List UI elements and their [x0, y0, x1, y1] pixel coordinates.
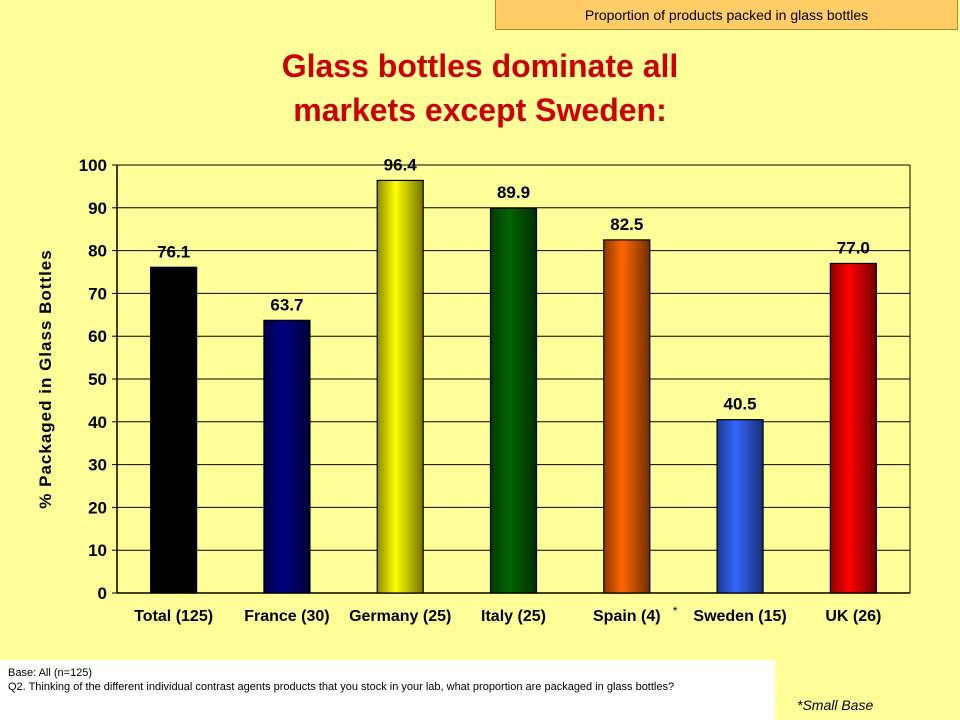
y-axis-title: % Packaged in Glass Bottles	[36, 249, 55, 508]
y-tick-label: 100	[79, 156, 107, 175]
bar-value-label: 77.0	[837, 238, 870, 257]
small-base-marker: *	[673, 604, 678, 618]
page-title: Glass bottles dominate all markets excep…	[0, 44, 960, 132]
footnote-question: Q2. Thinking of the different individual…	[8, 681, 675, 693]
title-line-1: Glass bottles dominate all	[281, 48, 679, 84]
section-tag: Proportion of products packed in glass b…	[495, 0, 958, 30]
y-tick-label: 60	[88, 327, 107, 346]
bar-value-label: 63.7	[270, 295, 303, 314]
footnote: Base: All (n=125) Q2. Thinking of the di…	[0, 660, 775, 720]
footnote-base: Base: All (n=125)	[8, 667, 93, 679]
bar	[489, 207, 538, 594]
bar-value-label: 40.5	[724, 395, 757, 414]
y-tick-label: 50	[88, 370, 107, 389]
bar-chart: 0 10 20 30 40 50 60 70 80 90 100 % Packaged in Glas…	[36, 155, 911, 625]
y-tick-label: 80	[88, 242, 107, 261]
bar	[829, 262, 877, 594]
section-tag-label: Proportion of products packed in glass b…	[584, 6, 869, 23]
y-tick-label: 70	[88, 284, 107, 303]
bar	[716, 419, 764, 594]
y-tick-label: 0	[98, 584, 107, 603]
y-tick-label: 90	[88, 199, 107, 218]
y-tick-label: 10	[88, 541, 107, 560]
title-line-2: markets except Sweden:	[293, 92, 667, 128]
small-base-note: *Small Base	[797, 697, 874, 713]
x-tick-label: Total (125)	[134, 608, 213, 625]
x-tick-label: UK (26)	[825, 608, 881, 625]
bar-value-label: 82.5	[610, 215, 643, 234]
bar	[603, 239, 651, 594]
x-tick-label: Italy (25)	[481, 608, 546, 625]
y-tick-label: 30	[88, 456, 107, 475]
bar-value-label: 89.9	[497, 183, 530, 202]
bar-value-label: 96.4	[384, 155, 418, 174]
bar	[263, 319, 311, 594]
y-tick-label: 40	[88, 413, 107, 432]
bar-value-label: 76.1	[157, 242, 190, 261]
bar	[150, 266, 198, 594]
x-tick-label: Sweden (15)	[693, 608, 786, 625]
x-tick-label: France (30)	[244, 608, 329, 625]
x-tick-label: Spain (4)	[593, 608, 661, 625]
x-tick-label: Germany (25)	[349, 608, 451, 625]
y-tick-label: 20	[88, 498, 107, 517]
bar	[376, 179, 424, 594]
